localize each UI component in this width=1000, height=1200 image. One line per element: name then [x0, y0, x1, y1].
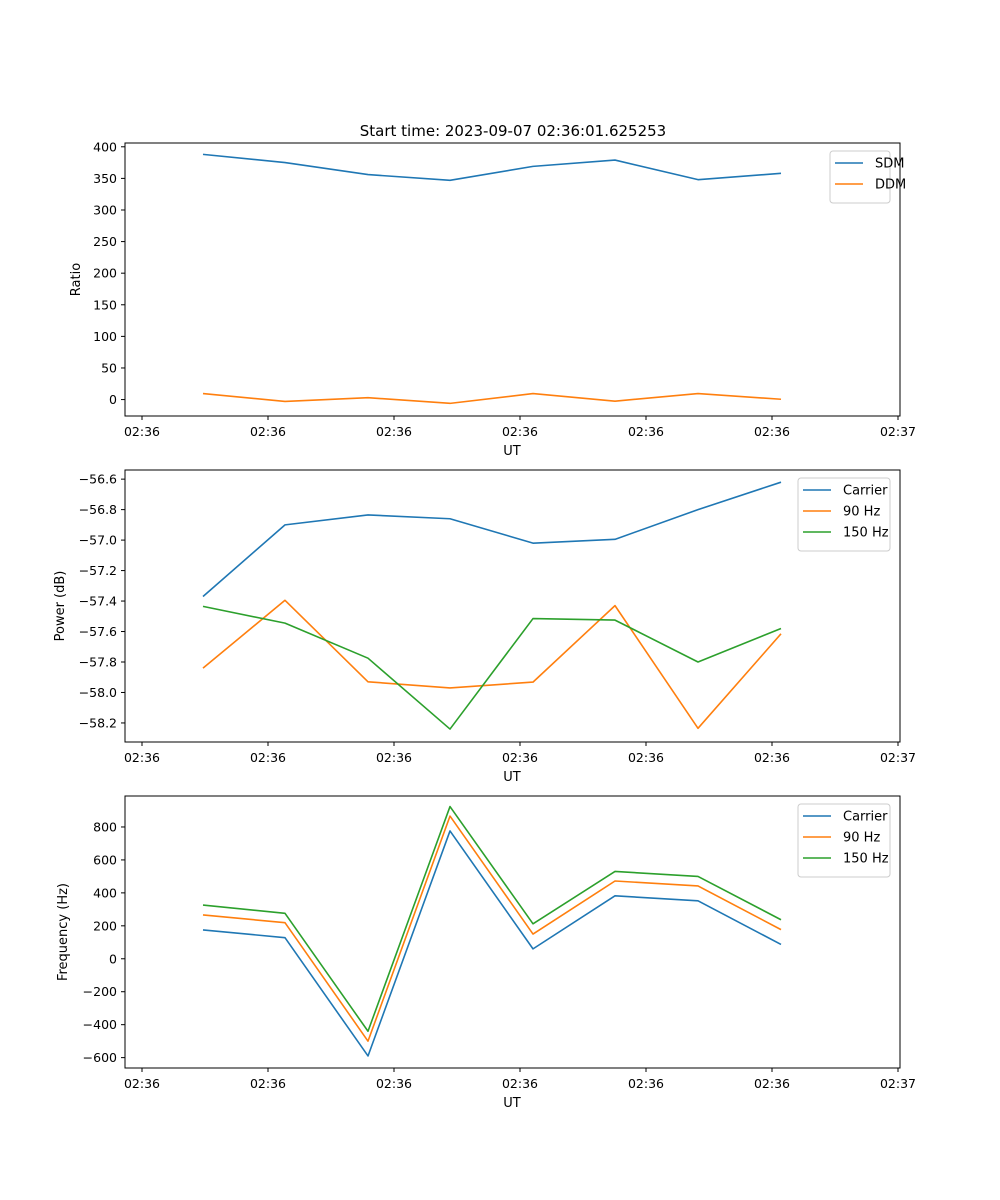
chart-panel-1: 02:36 02:36 02:36 02:36 02:36 02:36 02:37 0 50 10…: [69, 139, 916, 459]
x-tick-label: 02:36: [754, 750, 790, 765]
chart-panel-3: 02:36 02:36 02:36 02:36 02:36 02:36 02:37 −600 −…: [56, 795, 916, 1111]
y-tick-label: 800: [93, 819, 117, 834]
x-axis-label: UT: [503, 770, 521, 785]
y-axis-label: Ratio: [69, 263, 84, 296]
x-tick-label: 02:36: [124, 1076, 160, 1091]
y-tick-label: 250: [93, 234, 117, 249]
series-line-sdm: [202, 153, 782, 182]
y-tick-label: −57.8: [79, 655, 117, 670]
y-tick-label: 200: [93, 918, 117, 933]
x-tick-label: 02:36: [250, 424, 286, 439]
x-tick-label: 02:36: [250, 1076, 286, 1091]
y-tick-label: −57.2: [79, 563, 117, 578]
y-tick-label: 0: [109, 392, 117, 407]
series-line-carrier: [202, 830, 782, 1057]
x-tick-label: 02:37: [880, 750, 916, 765]
x-tick-label: 02:36: [376, 750, 412, 765]
series-line-ddm: [202, 392, 782, 405]
chart-title: Start time: 2023-09-07 02:36:01.625253: [360, 122, 666, 140]
x-tick-label: 02:36: [124, 424, 160, 439]
x-tick-label: 02:36: [502, 424, 538, 439]
y-tick-label: 0: [109, 951, 117, 966]
x-tick-label: 02:37: [880, 1076, 916, 1091]
x-tick-label: 02:36: [502, 750, 538, 765]
y-axis-label: Frequency (Hz): [56, 883, 71, 981]
y-tick-label: 200: [93, 266, 117, 281]
x-tick-label: 02:36: [754, 1076, 790, 1091]
legend-label: DDM: [875, 178, 906, 193]
y-tick-label: −56.6: [79, 472, 117, 487]
x-tick-label: 02:36: [628, 750, 664, 765]
x-tick-label: 02:36: [376, 1076, 412, 1091]
y-tick-label: −400: [83, 1017, 117, 1032]
series-line-90-hz: [202, 815, 782, 1042]
y-tick-label: −57.4: [79, 594, 117, 609]
legend-label: Carrier: [843, 810, 888, 825]
series-line-150-hz: [202, 605, 782, 730]
legend-label: SDM: [875, 157, 904, 172]
y-tick-label: −58.0: [79, 685, 117, 700]
y-tick-label: −57.6: [79, 624, 117, 639]
legend: Carrier 90 Hz 150 Hz: [797, 477, 891, 552]
y-tick-label: 350: [93, 171, 117, 186]
y-tick-label: 600: [93, 852, 117, 867]
legend-label: 90 Hz: [843, 505, 880, 520]
legend-label: 150 Hz: [843, 526, 889, 541]
legend: SDM DDM: [829, 150, 906, 204]
y-tick-label: −200: [83, 984, 117, 999]
y-tick-label: −56.8: [79, 502, 117, 517]
series-line-90-hz: [202, 599, 782, 730]
y-tick-label: −57.0: [79, 533, 117, 548]
legend-label: Carrier: [843, 484, 888, 499]
x-tick-label: 02:36: [628, 1076, 664, 1091]
y-tick-label: 50: [101, 360, 117, 375]
x-axis-label: UT: [503, 444, 521, 459]
y-tick-label: 400: [93, 139, 117, 154]
y-tick-label: 400: [93, 885, 117, 900]
x-tick-label: 02:36: [376, 424, 412, 439]
legend-label: 150 Hz: [843, 852, 889, 867]
plot-frame: [124, 469, 901, 743]
y-tick-label: 150: [93, 297, 117, 312]
x-tick-label: 02:36: [502, 1076, 538, 1091]
y-tick-label: 300: [93, 202, 117, 217]
plot-frame: [124, 795, 901, 1069]
y-axis-label: Power (dB): [53, 571, 68, 642]
legend: Carrier 90 Hz 150 Hz: [797, 803, 891, 878]
plot-frame: [124, 142, 901, 417]
y-tick-label: −58.2: [79, 715, 117, 730]
x-tick-label: 02:36: [754, 424, 790, 439]
series-line-carrier: [202, 481, 782, 598]
y-tick-label: 100: [93, 329, 117, 344]
legend-box: [829, 150, 891, 204]
chart-panel-2: 02:36 02:36 02:36 02:36 02:36 02:36 02:37 −58.2…: [53, 469, 916, 785]
x-tick-label: 02:36: [250, 750, 286, 765]
x-axis-label: UT: [503, 1096, 521, 1111]
series-line-150-hz: [202, 805, 782, 1033]
y-tick-label: −600: [83, 1050, 117, 1065]
x-tick-label: 02:37: [880, 424, 916, 439]
x-tick-label: 02:36: [628, 424, 664, 439]
x-tick-label: 02:36: [124, 750, 160, 765]
legend-label: 90 Hz: [843, 831, 880, 846]
